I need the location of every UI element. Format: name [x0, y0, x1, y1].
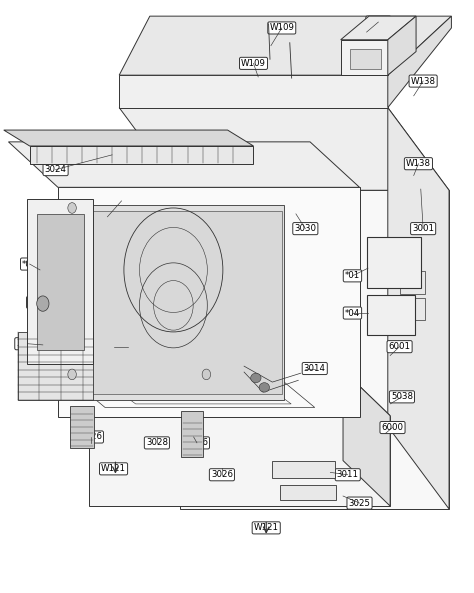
Text: 3024: 3024 [45, 165, 66, 174]
Polygon shape [79, 211, 282, 394]
Text: 3030: 3030 [294, 224, 316, 233]
Text: W109: W109 [241, 59, 266, 68]
Polygon shape [89, 416, 390, 506]
Text: 3001: 3001 [412, 224, 434, 233]
Polygon shape [341, 40, 388, 75]
Text: 3028: 3028 [146, 438, 168, 447]
Polygon shape [388, 16, 451, 107]
Bar [273, 461, 335, 479]
Text: 6001: 6001 [389, 342, 410, 351]
Text: W121: W121 [254, 524, 279, 533]
Bar [400, 271, 426, 294]
Polygon shape [30, 146, 254, 164]
Bar [350, 49, 381, 69]
Text: 3034: 3034 [103, 342, 126, 351]
Text: *04: *04 [345, 308, 360, 317]
Text: 3036: 3036 [28, 298, 50, 307]
Polygon shape [36, 214, 84, 350]
Polygon shape [341, 16, 416, 40]
Bar [18, 332, 93, 400]
Circle shape [68, 203, 76, 213]
Text: W121: W121 [101, 464, 126, 473]
Text: 3010: 3010 [367, 18, 389, 27]
Polygon shape [388, 16, 416, 75]
Polygon shape [388, 107, 449, 509]
Circle shape [68, 369, 76, 380]
Text: 3003: 3003 [96, 212, 118, 221]
Ellipse shape [259, 382, 270, 392]
Bar [70, 406, 94, 448]
Polygon shape [119, 107, 449, 190]
Bar [400, 298, 426, 320]
Ellipse shape [251, 373, 261, 382]
Text: 3026: 3026 [80, 432, 102, 441]
Text: *01: *01 [345, 272, 360, 280]
Polygon shape [58, 187, 359, 417]
Polygon shape [27, 199, 93, 364]
Text: 3026: 3026 [211, 470, 233, 479]
Circle shape [36, 296, 49, 311]
Text: 3014: 3014 [304, 364, 326, 373]
Polygon shape [4, 130, 254, 146]
Text: 5036: 5036 [186, 438, 208, 447]
Polygon shape [41, 370, 390, 416]
Text: 6000: 6000 [382, 423, 403, 432]
Polygon shape [119, 75, 388, 107]
Polygon shape [9, 142, 359, 187]
Bar [366, 295, 415, 335]
Bar [182, 411, 203, 457]
Text: 3025: 3025 [348, 499, 371, 508]
Text: W138: W138 [406, 159, 431, 168]
Bar [280, 486, 336, 500]
Polygon shape [119, 16, 451, 75]
Text: 3011: 3011 [337, 470, 359, 479]
Polygon shape [181, 190, 449, 509]
Circle shape [202, 369, 210, 380]
Text: W138: W138 [410, 76, 436, 85]
Text: *05: *05 [22, 260, 37, 269]
Polygon shape [74, 205, 284, 400]
Polygon shape [343, 370, 390, 506]
Bar [366, 237, 421, 288]
Text: W109: W109 [269, 24, 294, 33]
Text: 5038: 5038 [391, 393, 413, 401]
Text: 3018: 3018 [16, 339, 38, 348]
